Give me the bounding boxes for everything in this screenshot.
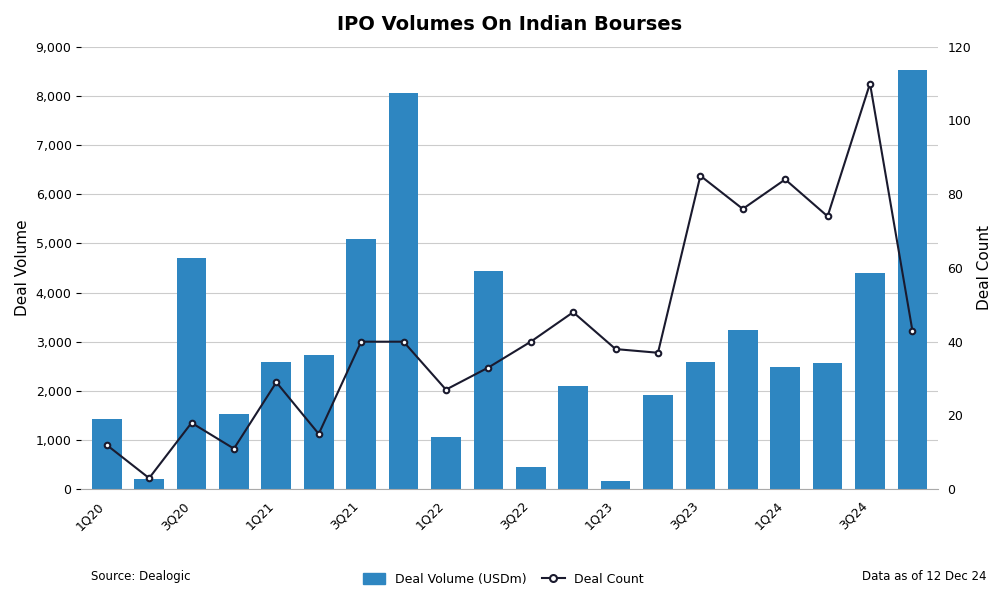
Deal Count [228,445,240,452]
Bar [304,355,333,489]
Bar [346,239,376,489]
Bar [897,70,927,489]
Bar [431,437,461,489]
Bar [643,395,673,489]
Bar [558,386,588,489]
Deal Count [355,338,368,345]
Bar [220,414,249,489]
Bar [262,362,291,489]
Bar [473,271,504,489]
Bar [516,467,546,489]
Bar [389,93,418,489]
Deal Count [440,386,452,393]
Deal Count [864,80,876,87]
Deal Count [398,338,410,345]
Title: IPO Volumes On Indian Bourses: IPO Volumes On Indian Bourses [337,15,682,34]
Bar [855,274,885,489]
Bar [92,419,122,489]
Deal Count [525,338,537,345]
Text: Data as of 12 Dec 24: Data as of 12 Dec 24 [862,570,987,583]
Text: Source: Dealogic: Source: Dealogic [91,570,190,583]
Line: Deal Count: Deal Count [104,81,915,481]
Deal Count [270,379,282,386]
Deal Count [185,419,197,426]
Deal Count [737,205,749,213]
Deal Count [482,364,494,371]
Bar [728,330,757,489]
Deal Count [906,327,918,334]
Deal Count [313,430,325,437]
Bar [134,479,164,489]
Deal Count [567,308,579,316]
Deal Count [779,176,792,183]
Y-axis label: Deal Volume: Deal Volume [15,220,30,316]
Deal Count [143,475,155,482]
Deal Count [609,346,621,353]
Y-axis label: Deal Count: Deal Count [977,226,992,310]
Bar [813,363,843,489]
Bar [176,258,206,489]
Bar [686,362,715,489]
Legend: Deal Volume (USDm), Deal Count: Deal Volume (USDm), Deal Count [363,572,644,585]
Deal Count [695,172,707,179]
Bar [770,367,800,489]
Deal Count [101,442,113,449]
Deal Count [652,349,664,356]
Deal Count [822,213,834,220]
Bar [601,481,630,489]
